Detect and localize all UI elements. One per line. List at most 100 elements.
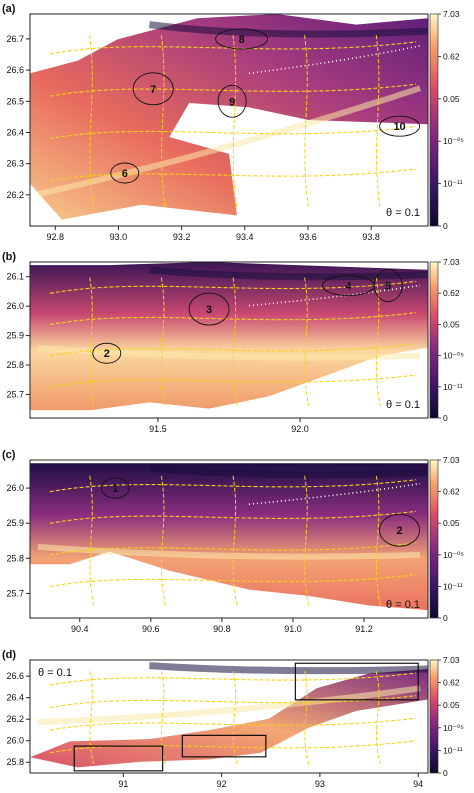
protected-area-outline xyxy=(92,342,122,364)
zoom-box xyxy=(73,745,164,772)
road-line xyxy=(89,277,95,406)
road-line xyxy=(49,573,417,588)
protected-area-outline xyxy=(110,162,140,184)
x-tick-label: 91.0 xyxy=(284,624,302,634)
x-tick-label: 90.6 xyxy=(142,624,160,634)
road-line xyxy=(89,475,95,606)
road-line xyxy=(232,35,238,210)
y-tick-label: 25.9 xyxy=(6,518,24,528)
colorbar-label: 7.03 xyxy=(443,655,460,665)
x-tick-label: 93.6 xyxy=(299,232,317,242)
y-tick-label: 26.4 xyxy=(6,127,24,137)
colorbar-label: 10⁻⁰⁵ xyxy=(443,723,464,733)
y-tick-label: 26.0 xyxy=(6,736,24,746)
road-line xyxy=(49,740,417,754)
y-tick-label: 26.7 xyxy=(6,34,24,44)
panel-label: (a) xyxy=(2,3,16,15)
protected-area-outline xyxy=(217,84,247,118)
colorbar-label: 10⁻⁰⁵ xyxy=(443,351,464,361)
y-tick-label: 25.7 xyxy=(6,389,24,399)
polygon-label: 8 xyxy=(239,34,245,46)
panel-2: (b) 2 3 4 5 θ = 0.1 91.5 92.0 25.7 25.8 25.9 26.0 26… xyxy=(2,251,464,434)
polygon-label: 2 xyxy=(104,348,110,360)
road-line xyxy=(375,671,381,765)
panel-1: (a) 6 7 8 9 10 θ = 0.1 92.8 93.0 93.2 93.4 93.6 93.8… xyxy=(2,3,464,242)
colorbar-label: 0.05 xyxy=(443,518,460,528)
road-line xyxy=(375,35,381,210)
panel-frame xyxy=(29,459,429,619)
x-tick-label: 90.8 xyxy=(213,624,231,634)
colorbar-label: 0.05 xyxy=(443,319,460,329)
road-line xyxy=(49,280,417,294)
y-tick-label: 26.0 xyxy=(6,483,24,493)
road-line xyxy=(232,671,238,765)
y-tick-label: 26.6 xyxy=(6,65,24,75)
colorbar xyxy=(429,261,439,419)
heat-region xyxy=(30,262,428,411)
road-line xyxy=(160,35,166,210)
road-line xyxy=(49,374,417,388)
colorbar-label: 7.03 xyxy=(443,455,460,465)
y-tick-label: 26.6 xyxy=(6,671,24,681)
dark-band xyxy=(149,464,429,479)
colorbar xyxy=(429,459,439,619)
colorbar-label: 7.03 xyxy=(443,9,460,19)
protected-area-outline xyxy=(215,28,269,50)
x-tick-label: 93.8 xyxy=(362,232,380,242)
colorbar-label: 10⁻¹¹ xyxy=(443,179,463,189)
colorbar-label: 0.62 xyxy=(443,487,460,497)
x-tick-label: 90.4 xyxy=(71,624,89,634)
x-tick-label: 92.0 xyxy=(291,424,309,434)
road-line xyxy=(304,671,310,765)
y-tick-label: 26.4 xyxy=(6,693,24,703)
heat-region xyxy=(30,14,428,220)
x-tick-label: 93.0 xyxy=(110,232,128,242)
panel-3: (c) 1 2 θ = 0.1 90.4 90.6 90.8 91.0 91.2 25.7 25.8… xyxy=(2,449,464,634)
panel-label: (d) xyxy=(2,649,16,661)
y-tick-label: 26.2 xyxy=(6,714,24,724)
road-line xyxy=(49,83,417,97)
corridor-streak xyxy=(37,85,421,198)
corridor-streak xyxy=(37,685,421,726)
dark-band xyxy=(148,21,429,38)
theta-annotation: θ = 0.1 xyxy=(386,399,420,411)
colorbar-label: 0.62 xyxy=(443,51,460,61)
colorbar-label: 0 xyxy=(443,768,448,778)
road-line xyxy=(375,475,381,606)
polygon-label: 7 xyxy=(150,84,156,96)
protected-area-outline xyxy=(100,477,130,499)
polygon-label: 6 xyxy=(122,168,128,180)
x-tick-label: 92.8 xyxy=(47,232,65,242)
colorbar-label: 0.62 xyxy=(443,678,460,688)
panel-frame xyxy=(29,13,429,227)
colorbar-label: 0 xyxy=(443,221,448,231)
y-tick-label: 26.5 xyxy=(6,96,24,106)
theta-annotation: θ = 0.1 xyxy=(386,599,420,611)
road-line xyxy=(304,475,310,606)
polygon-label: 10 xyxy=(393,121,405,133)
road-line xyxy=(89,35,95,210)
protected-area-outline xyxy=(379,513,421,547)
protected-area-outline xyxy=(188,292,230,326)
road-line xyxy=(160,475,166,606)
colorbar-label: 0.05 xyxy=(443,700,460,710)
heat-region xyxy=(30,669,428,768)
road-line xyxy=(49,672,417,686)
road-line xyxy=(49,510,417,524)
road-line xyxy=(89,671,95,765)
colorbar-label: 10⁻¹¹ xyxy=(443,382,463,392)
protected-area-outline xyxy=(379,115,421,137)
y-tick-label: 25.7 xyxy=(6,588,24,598)
road-line xyxy=(49,343,417,357)
theta-annotation: θ = 0.1 xyxy=(386,207,420,219)
polygon-label: 2 xyxy=(397,525,403,537)
y-tick-label: 26.3 xyxy=(6,159,24,169)
y-tick-label: 25.9 xyxy=(6,331,24,341)
road-line xyxy=(232,475,238,606)
theta-annotation: θ = 0.1 xyxy=(38,667,72,679)
road-line xyxy=(49,168,417,182)
x-tick-label: 92 xyxy=(217,779,227,789)
y-tick-label: 25.8 xyxy=(6,553,24,563)
